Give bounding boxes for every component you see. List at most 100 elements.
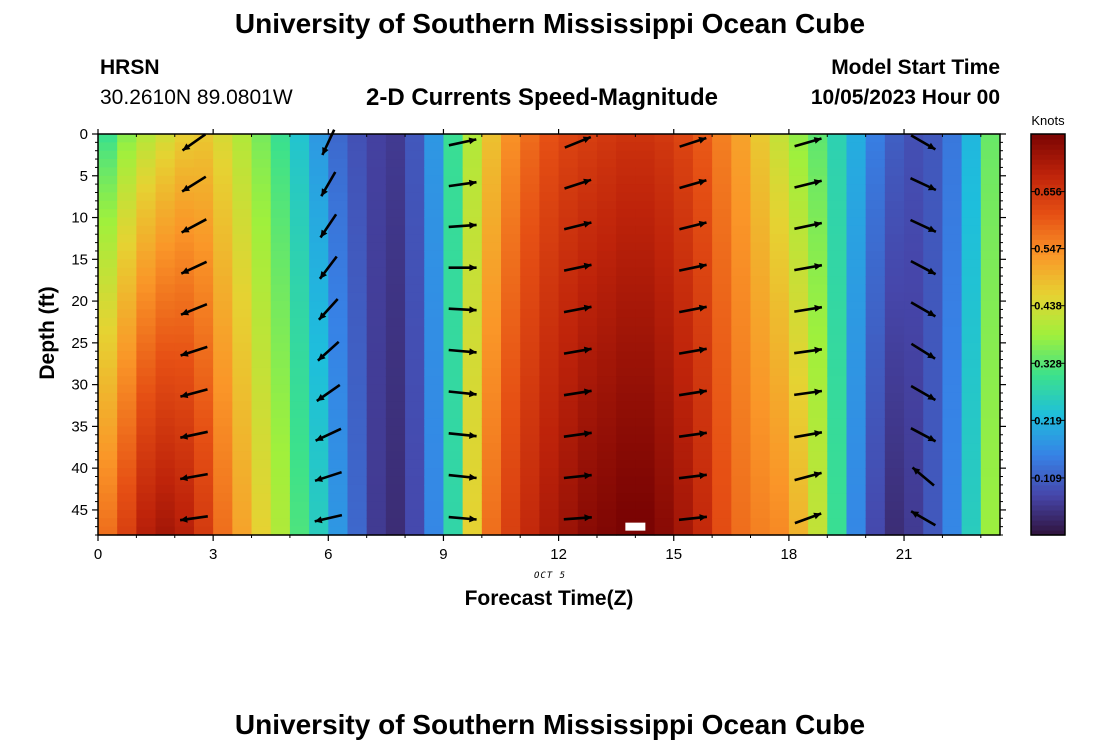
- heatmap-cell: [289, 351, 310, 361]
- heatmap-cell: [942, 418, 963, 427]
- heatmap-cell: [808, 150, 828, 160]
- heatmap-cell: [270, 493, 291, 503]
- heatmap-cell: [731, 225, 752, 235]
- heatmap-cell: [385, 518, 406, 528]
- colorbar-segment: [1031, 484, 1065, 491]
- heatmap-cell: [520, 509, 540, 519]
- heatmap-cell: [481, 276, 502, 285]
- colorbar-segment: [1031, 244, 1065, 250]
- heatmap-cell: [193, 526, 214, 536]
- heatmap-cell: [520, 225, 540, 235]
- heatmap-cell: [251, 175, 272, 185]
- heatmap-cell: [769, 259, 790, 269]
- y-tick-label: 0: [80, 126, 88, 143]
- heatmap-cell: [520, 526, 540, 536]
- heatmap-cell: [424, 443, 445, 453]
- heatmap-cell: [289, 242, 310, 252]
- heatmap-cell: [328, 192, 349, 202]
- heatmap-cell: [270, 192, 291, 202]
- heatmap-cell: [558, 217, 579, 227]
- heatmap-cell: [443, 451, 464, 461]
- heatmap-cell: [193, 284, 214, 294]
- heatmap-cell: [731, 242, 752, 252]
- heatmap-cell: [673, 434, 694, 444]
- heatmap-cell: [923, 242, 944, 252]
- heatmap-cell: [270, 367, 291, 377]
- heatmap-cell: [750, 476, 771, 486]
- heatmap-cell: [788, 367, 809, 377]
- heatmap-cell: [347, 459, 368, 469]
- heatmap-cell: [117, 426, 137, 436]
- heatmap-cell: [577, 309, 598, 319]
- top-title: University of Southern Mississippi Ocean…: [234, 8, 866, 39]
- current-vector-head: [698, 304, 707, 312]
- heatmap-cell: [462, 526, 483, 536]
- heatmap-cell: [232, 142, 253, 152]
- colorbar-segment: [1031, 359, 1065, 366]
- heatmap-cell: [712, 476, 732, 486]
- heatmap-cell: [577, 167, 598, 177]
- heatmap-cell: [462, 468, 483, 478]
- heatmap-cell: [289, 217, 310, 227]
- heatmap-cell: [270, 209, 291, 219]
- colorbar-segment: [1031, 134, 1065, 140]
- colorbar-segment: [1031, 239, 1065, 245]
- heatmap-cell: [443, 259, 464, 269]
- heatmap-cell: [155, 284, 176, 294]
- heatmap-cell: [366, 150, 387, 160]
- heatmap-cell: [481, 501, 502, 511]
- heatmap-cell: [213, 150, 233, 160]
- heatmap-cell: [501, 234, 521, 244]
- heatmap-cell: [347, 175, 368, 185]
- heatmap-cell: [539, 150, 560, 160]
- heatmap-cell: [808, 493, 828, 503]
- heatmap-cell: [904, 209, 924, 219]
- heatmap-cell: [750, 309, 771, 319]
- heatmap-cell: [769, 250, 790, 260]
- heatmap-cell: [117, 309, 137, 319]
- heatmap-cell: [750, 342, 771, 352]
- heatmap-cell: [904, 309, 924, 319]
- heatmap-cell: [501, 359, 521, 369]
- heatmap-cell: [712, 409, 732, 419]
- heatmap-cell: [405, 409, 425, 419]
- heatmap-cell: [808, 259, 828, 269]
- heatmap-cell: [884, 292, 905, 302]
- heatmap-cell: [769, 443, 790, 453]
- heatmap-cell: [596, 276, 617, 285]
- heatmap-cell: [750, 192, 771, 202]
- heatmap-cell: [769, 476, 790, 486]
- heatmap-cell: [347, 292, 368, 302]
- heatmap-cell: [961, 225, 982, 235]
- heatmap-cell: [865, 209, 886, 219]
- heatmap-cell: [577, 317, 598, 327]
- heatmap-cell: [808, 284, 828, 294]
- heatmap-cell: [673, 209, 694, 219]
- heatmap-cell: [539, 451, 560, 461]
- heatmap-cell: [884, 217, 905, 227]
- heatmap-cell: [558, 367, 579, 377]
- heatmap-cell: [520, 409, 540, 419]
- heatmap-cell: [846, 242, 867, 252]
- heatmap-cell: [712, 326, 732, 336]
- heatmap-cell: [117, 184, 137, 194]
- heatmap-cell: [712, 434, 732, 444]
- heatmap-cell: [443, 367, 464, 377]
- current-vector-head: [469, 390, 477, 398]
- colorbar-unit-label: Knots: [1031, 113, 1065, 128]
- heatmap-cell: [712, 159, 732, 169]
- heatmap-cell: [405, 242, 425, 252]
- heatmap-cell: [616, 175, 636, 185]
- heatmap-cell: [289, 518, 310, 528]
- heatmap-cell: [136, 334, 157, 344]
- heatmap-cell: [673, 150, 694, 160]
- heatmap-cell: [731, 426, 752, 436]
- heatmap-cell: [385, 250, 406, 260]
- heatmap-cell: [213, 142, 233, 152]
- heatmap-cell: [942, 501, 963, 511]
- heatmap-cell: [193, 493, 214, 503]
- heatmap-cell: [577, 192, 598, 202]
- heatmap-cell: [520, 376, 540, 386]
- heatmap-cell: [904, 242, 924, 252]
- heatmap-cell: [462, 476, 483, 486]
